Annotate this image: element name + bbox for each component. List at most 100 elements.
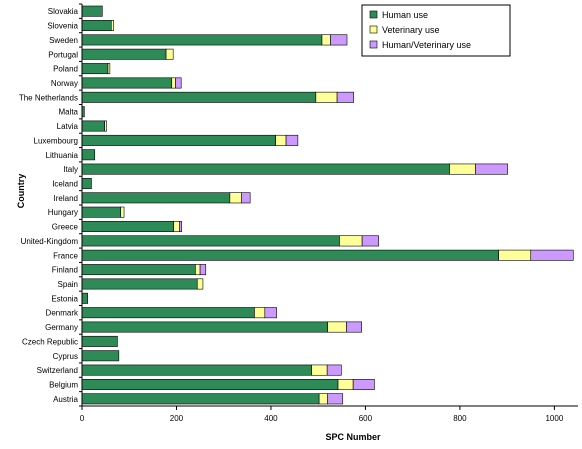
- bar-human-use-ireland: [81, 192, 231, 204]
- bar-veterinary-use-italy: [449, 163, 476, 175]
- y-axis-title: Country: [16, 174, 26, 209]
- bar-veterinary-use-denmark: [254, 307, 266, 319]
- y-tick-label: Malta: [58, 108, 78, 117]
- y-tick-label: Sweden: [49, 36, 78, 45]
- bar-human-use-hungary: [81, 206, 122, 218]
- bar-human-veterinary-use-finland: [199, 264, 207, 276]
- x-tick-label: 0: [80, 414, 85, 423]
- bar-human-veterinary-use-united-kingdom: [361, 235, 379, 247]
- y-tick-label: Spain: [58, 280, 78, 289]
- bar-human-use-switzerland: [81, 364, 312, 376]
- y-tick-label: Slovenia: [47, 22, 78, 31]
- y-tick-label: Belgium: [49, 380, 78, 389]
- bar-group: [81, 5, 574, 405]
- bar-veterinary-use-greece: [173, 221, 180, 233]
- bar-human-use-estonia: [81, 292, 88, 304]
- bar-veterinary-use-finland: [195, 264, 201, 276]
- bar-human-veterinary-use-luxembourg: [285, 134, 299, 146]
- bar-human-use-portugal: [81, 48, 167, 60]
- bar-human-use-norway: [81, 77, 173, 89]
- bar-human-veterinary-use-belgium: [352, 378, 375, 390]
- bar-human-use-lithuania: [81, 149, 96, 161]
- bar-veterinary-use-latvia: [104, 120, 107, 132]
- bar-veterinary-use-portugal: [165, 48, 174, 60]
- bar-human-veterinary-use-germany: [346, 321, 362, 333]
- y-tick-label: United-Kingdom: [21, 237, 79, 246]
- legend-label: Human/Veterinary use: [382, 40, 471, 50]
- y-tick-label: Hungary: [48, 208, 78, 217]
- bar-human-veterinary-use-italy: [475, 163, 508, 175]
- bar-human-use-sweden: [81, 34, 323, 46]
- y-tick-label: Finland: [52, 266, 78, 275]
- y-tick-label: Poland: [53, 65, 78, 74]
- bar-veterinary-use-ireland: [229, 192, 242, 204]
- bar-human-use-cyprus: [81, 350, 120, 362]
- bar-human-veterinary-use-greece: [179, 221, 182, 233]
- x-tick-label: 200: [170, 414, 184, 423]
- bar-human-veterinary-use-denmark: [264, 307, 277, 319]
- y-tick-label: Italy: [63, 165, 78, 174]
- bar-human-veterinary-use-norway: [175, 77, 182, 89]
- y-tick-label: Czech Republic: [22, 337, 78, 346]
- bar-veterinary-use-norway: [171, 77, 176, 89]
- bar-human-veterinary-use-sweden: [330, 34, 348, 46]
- y-tick-label: Latvia: [57, 122, 79, 131]
- bar-human-use-germany: [81, 321, 328, 333]
- bar-human-use-denmark: [81, 307, 255, 319]
- bar-human-use-poland: [81, 63, 109, 75]
- bar-veterinary-use-spain: [196, 278, 204, 290]
- bar-human-use-slovenia: [81, 20, 112, 32]
- bar-veterinary-use-france: [498, 249, 532, 261]
- bar-human-use-czech-republic: [81, 335, 118, 347]
- bar-veterinary-use-slovenia: [110, 20, 114, 32]
- bar-veterinary-use-germany: [327, 321, 347, 333]
- x-tick-label: 1000: [545, 414, 563, 423]
- y-tick-label: Cyprus: [53, 352, 78, 361]
- y-tick-label: Switzerland: [37, 366, 78, 375]
- y-tick-label: Lithuania: [46, 151, 79, 160]
- x-tick-label: 800: [453, 414, 467, 423]
- bar-human-use-latvia: [81, 120, 105, 132]
- legend: Human use Veterinary use Human/Veterinary …: [361, 4, 511, 57]
- legend-swatch: [369, 25, 378, 34]
- bar-human-use-belgium: [81, 378, 339, 390]
- y-tick-label: Greece: [52, 223, 79, 232]
- x-tick-label: 400: [264, 414, 278, 423]
- y-tick-label: Slovakia: [48, 7, 79, 16]
- y-tick-label: Ireland: [54, 194, 78, 203]
- bar-veterinary-use-switzerland: [311, 364, 328, 376]
- legend-box: [361, 4, 511, 57]
- bar-human-use-greece: [81, 221, 174, 233]
- legend-label: Veterinary use: [382, 25, 440, 35]
- x-axis-title: SPC Number: [325, 432, 381, 442]
- bar-human-use-the-netherlands: [81, 91, 317, 103]
- bar-veterinary-use-the-netherlands: [315, 91, 338, 103]
- bar-human-use-iceland: [81, 177, 92, 189]
- bar-veterinary-use-austria: [318, 393, 328, 405]
- bar-veterinary-use-luxembourg: [275, 134, 287, 146]
- bar-human-use-finland: [81, 264, 196, 276]
- bar-human-use-slovakia: [81, 5, 103, 17]
- y-tick-label: Estonia: [51, 294, 78, 303]
- bar-veterinary-use-sweden: [321, 34, 331, 46]
- y-tick-label: Luxembourg: [34, 136, 78, 145]
- y-tick-label: France: [53, 251, 78, 260]
- bar-veterinary-use-belgium: [337, 378, 354, 390]
- bar-veterinary-use-hungary: [120, 206, 125, 218]
- bar-human-veterinary-use-switzerland: [326, 364, 342, 376]
- bar-human-veterinary-use-france: [530, 249, 574, 261]
- y-tick-label: Iceland: [52, 179, 78, 188]
- bar-human-use-italy: [81, 163, 450, 175]
- bar-veterinary-use-united-kingdom: [339, 235, 363, 247]
- bar-human-veterinary-use-austria: [327, 393, 344, 405]
- bar-human-use-austria: [81, 393, 320, 405]
- bar-veterinary-use-poland: [107, 63, 111, 75]
- y-tick-label: Portugal: [48, 50, 78, 59]
- legend-swatch: [369, 40, 378, 49]
- y-tick-label: Austria: [53, 395, 78, 404]
- bar-human-use-united-kingdom: [81, 235, 340, 247]
- bar-human-use-france: [81, 249, 499, 261]
- bar-human-veterinary-use-ireland: [241, 192, 251, 204]
- y-tick-label: Germany: [45, 323, 78, 332]
